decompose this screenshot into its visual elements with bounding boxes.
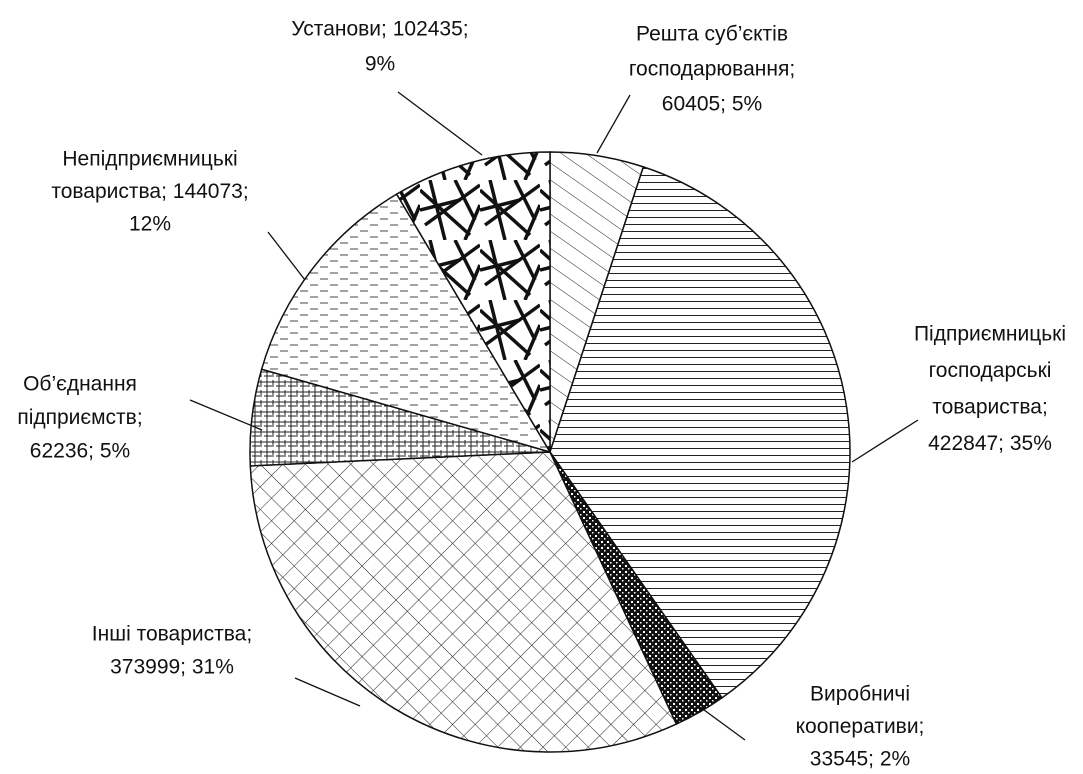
- leader-line: [699, 706, 746, 741]
- slice-label: підприємств;: [17, 406, 142, 429]
- slice-label: господарські: [929, 359, 1052, 382]
- slice-label: 422847; 35%: [928, 432, 1052, 455]
- pie-slice: [395, 151, 551, 455]
- slice-label: 60405; 5%: [662, 93, 762, 116]
- slice-label: Решта суб’єктів: [636, 23, 788, 46]
- slice-label: товариства; 144073;: [51, 180, 248, 203]
- pie-slice: [549, 165, 851, 699]
- leader-line: [189, 399, 263, 431]
- slice-label: 9%: [365, 53, 395, 76]
- slice-label: Об’єднання: [23, 373, 137, 396]
- slice-label: Інші товариства;: [92, 623, 252, 646]
- slice-label: товариства;: [932, 396, 1048, 419]
- slice-label: Виробничі: [810, 683, 910, 706]
- leader-line: [294, 677, 361, 707]
- leader-line: [397, 91, 483, 156]
- leader-line: [267, 231, 306, 281]
- slice-label: Установи; 102435;: [291, 18, 468, 41]
- slice-label: 12%: [129, 213, 171, 236]
- pie-slice: [260, 193, 552, 454]
- leader-line: [851, 419, 919, 463]
- leader-line: [596, 94, 631, 154]
- slice-label: Непідприємницькі: [62, 148, 237, 171]
- slice-label: 62236; 5%: [30, 440, 130, 463]
- slice-label: господарювання;: [629, 58, 795, 81]
- slice-label: 373999; 31%: [110, 656, 234, 679]
- slice-label: Підприємницькі: [914, 323, 1066, 346]
- pie-slice: [249, 451, 678, 753]
- slice-label: 33545; 2%: [810, 748, 910, 771]
- slice-label: кооперативи;: [796, 715, 925, 738]
